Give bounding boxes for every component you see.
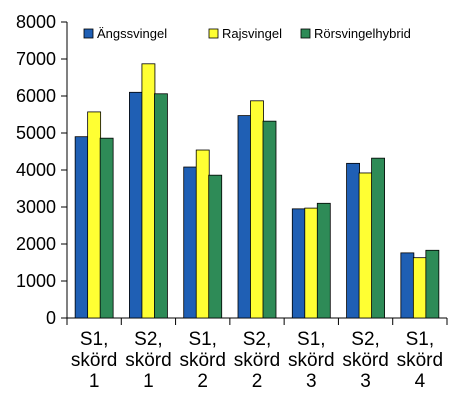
- y-tick-label: 8000: [16, 12, 56, 32]
- bar: [250, 100, 264, 319]
- bar: [195, 149, 210, 319]
- y-tick-label: 7000: [16, 49, 56, 69]
- x-category-label: S1, skörd 3: [288, 329, 334, 392]
- x-category-label: S1, skörd 1: [71, 329, 117, 392]
- x-category-label: S2, skörd 1: [125, 329, 171, 392]
- legend-label: Rajsvingel: [222, 26, 282, 41]
- bar: [316, 202, 331, 319]
- bar: [346, 162, 360, 319]
- x-category-label: S2, skörd 2: [234, 329, 280, 392]
- bar: [129, 91, 143, 319]
- x-category-label: S1, skörd 4: [397, 329, 443, 392]
- legend-label: Rörsvingelhybrid: [314, 26, 411, 41]
- bar: [183, 166, 198, 319]
- bar: [304, 207, 319, 319]
- bar: [262, 120, 277, 319]
- bar: [425, 249, 440, 319]
- bar: [237, 115, 252, 319]
- bar: [291, 208, 306, 319]
- bar: [412, 257, 427, 319]
- bar: [400, 252, 415, 319]
- y-tick-label: 0: [46, 308, 56, 328]
- bar: [154, 93, 168, 319]
- x-category-label: S1, skörd 2: [179, 329, 225, 392]
- x-category-label: S2, skörd 3: [342, 329, 388, 392]
- bar: [87, 111, 102, 319]
- bar: [208, 174, 223, 319]
- y-tick-label: 2000: [16, 234, 56, 254]
- chart-bars: [74, 63, 440, 319]
- legend-swatch: [300, 28, 311, 39]
- bar: [141, 63, 156, 319]
- legend-swatch: [208, 28, 219, 39]
- bar: [99, 137, 114, 319]
- bar: [371, 157, 385, 319]
- bar: [74, 136, 89, 319]
- chart-legend: Ängssvingel Rajsvingel Rörsvingelhybrid: [83, 26, 411, 41]
- chart-axes: 0 1000 2000 3000 4000 5000 6000 7000 8000 S1, skör…: [16, 12, 448, 392]
- legend-swatch: [83, 28, 94, 39]
- y-tick-label: 5000: [16, 123, 56, 143]
- legend-label: Ängssvingel: [97, 26, 167, 41]
- y-tick-label: 1000: [16, 271, 56, 291]
- y-tick-label: 6000: [16, 86, 56, 106]
- y-tick-label: 3000: [16, 197, 56, 217]
- y-tick-label: 4000: [16, 160, 56, 180]
- bar: [358, 172, 373, 319]
